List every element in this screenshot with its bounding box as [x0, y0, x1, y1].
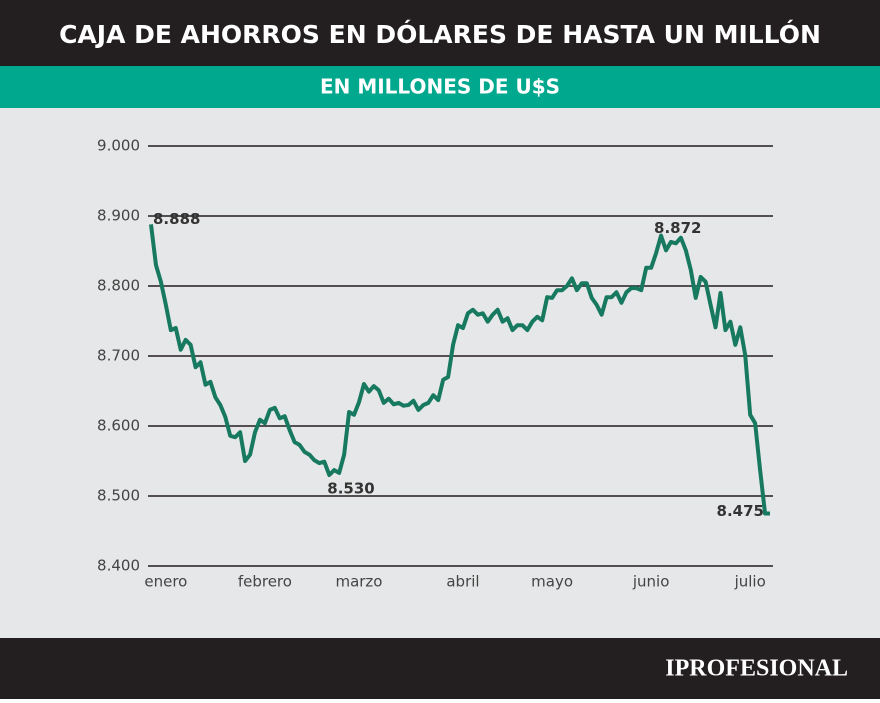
y-tick-label: 8.900	[97, 207, 140, 225]
value-label: 8.888	[153, 210, 200, 228]
x-tick-label: marzo	[335, 573, 382, 591]
value-label: 8.530	[327, 480, 374, 498]
y-tick-label: 8.400	[97, 557, 140, 575]
chart-title: CAJA DE AHORROS EN DÓLARES DE HASTA UN M…	[59, 19, 821, 49]
subtitle-bar	[0, 66, 880, 108]
value-label: 8.872	[654, 219, 701, 237]
x-tick-label: mayo	[531, 573, 573, 591]
data-line	[149, 224, 770, 516]
footer-bar	[0, 638, 880, 699]
y-tick-label: 9.000	[97, 137, 140, 155]
y-tick-label: 8.600	[97, 417, 140, 435]
brand-logo: IPROFESIONAL	[665, 656, 848, 682]
chart-subtitle: EN MILLONES DE U$S	[320, 75, 560, 99]
x-tick-label: julio	[734, 573, 766, 591]
x-tick-label: enero	[144, 573, 187, 591]
y-tick-label: 8.800	[97, 277, 140, 295]
value-label: 8.475	[717, 502, 764, 520]
y-tick-label: 8.700	[97, 347, 140, 365]
header-bar	[0, 0, 880, 66]
x-tick-label: junio	[632, 573, 670, 591]
x-tick-label: abril	[446, 573, 479, 591]
y-tick-label: 8.500	[97, 487, 140, 505]
plot-background	[0, 108, 880, 638]
x-tick-label: febrero	[238, 573, 292, 591]
